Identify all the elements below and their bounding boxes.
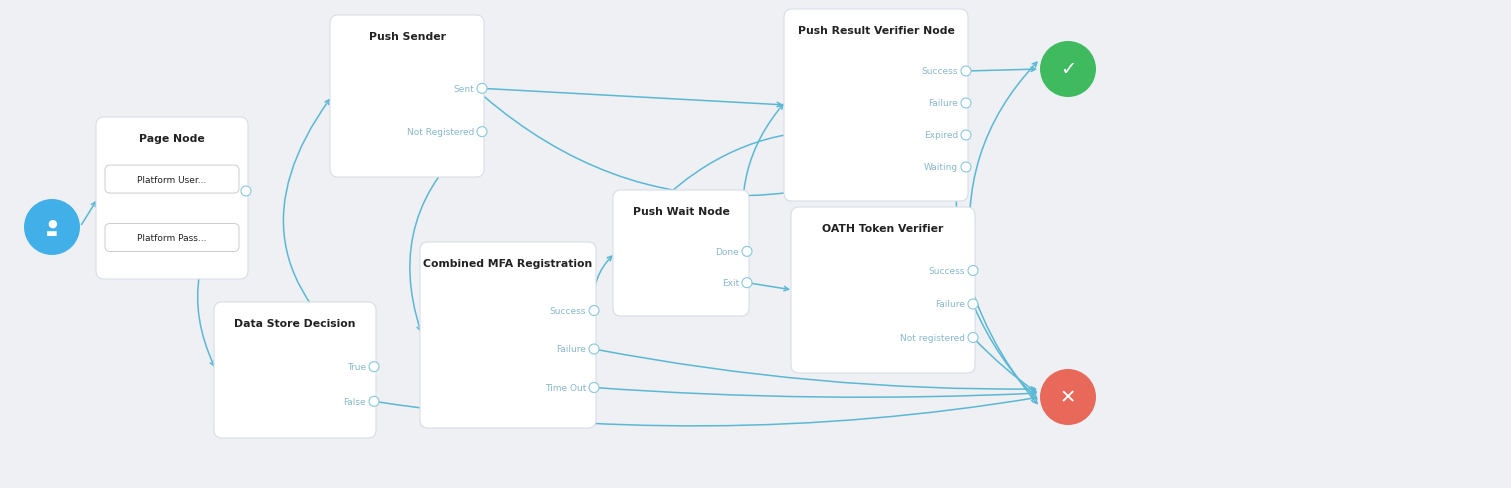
FancyBboxPatch shape <box>104 166 239 194</box>
Text: Success: Success <box>922 67 958 76</box>
Circle shape <box>961 163 972 173</box>
Circle shape <box>240 186 251 197</box>
Text: Sent: Sent <box>453 84 474 94</box>
Circle shape <box>1040 369 1095 425</box>
Text: Not Registered: Not Registered <box>406 128 474 137</box>
Circle shape <box>589 306 598 316</box>
Circle shape <box>369 362 379 372</box>
Circle shape <box>477 127 487 138</box>
Text: Failure: Failure <box>556 345 586 354</box>
Text: Waiting: Waiting <box>923 163 958 172</box>
Circle shape <box>589 345 598 354</box>
Circle shape <box>477 84 487 94</box>
Text: Done: Done <box>715 247 739 256</box>
Text: ●: ● <box>47 219 57 228</box>
Text: Data Store Decision: Data Store Decision <box>234 318 355 328</box>
Text: Combined MFA Registration: Combined MFA Registration <box>423 259 592 268</box>
FancyBboxPatch shape <box>215 303 376 438</box>
FancyBboxPatch shape <box>613 191 749 316</box>
Text: Expired: Expired <box>923 131 958 140</box>
Text: Push Sender: Push Sender <box>369 32 446 42</box>
Text: Success: Success <box>929 266 966 275</box>
Text: Failure: Failure <box>935 300 966 309</box>
Circle shape <box>969 266 978 276</box>
Text: Platform Pass...: Platform Pass... <box>138 234 207 243</box>
Circle shape <box>742 247 752 257</box>
FancyBboxPatch shape <box>97 118 248 280</box>
Circle shape <box>961 131 972 141</box>
Text: Platform User...: Platform User... <box>138 175 207 184</box>
Text: Exit: Exit <box>722 279 739 287</box>
Text: Time Out: Time Out <box>544 383 586 392</box>
Circle shape <box>589 383 598 393</box>
Text: True: True <box>348 363 366 371</box>
Text: Page Node: Page Node <box>139 134 205 143</box>
FancyBboxPatch shape <box>420 243 595 428</box>
Text: OATH Token Verifier: OATH Token Verifier <box>822 224 944 234</box>
Text: Push Result Verifier Node: Push Result Verifier Node <box>798 26 955 36</box>
FancyBboxPatch shape <box>784 10 969 202</box>
Text: ▬: ▬ <box>47 227 57 240</box>
Text: Success: Success <box>550 306 586 315</box>
Circle shape <box>1040 42 1095 98</box>
Circle shape <box>742 278 752 288</box>
Circle shape <box>969 333 978 343</box>
FancyBboxPatch shape <box>790 207 975 373</box>
Text: False: False <box>343 397 366 406</box>
FancyBboxPatch shape <box>104 224 239 252</box>
Text: Failure: Failure <box>928 99 958 108</box>
Text: Not registered: Not registered <box>901 333 966 342</box>
Circle shape <box>961 99 972 109</box>
Text: Push Wait Node: Push Wait Node <box>633 206 730 217</box>
Circle shape <box>969 299 978 309</box>
FancyBboxPatch shape <box>329 16 484 178</box>
Circle shape <box>24 200 80 256</box>
Text: ✕: ✕ <box>1059 387 1076 407</box>
Circle shape <box>369 397 379 407</box>
Circle shape <box>961 67 972 77</box>
Text: ✓: ✓ <box>1059 61 1076 80</box>
